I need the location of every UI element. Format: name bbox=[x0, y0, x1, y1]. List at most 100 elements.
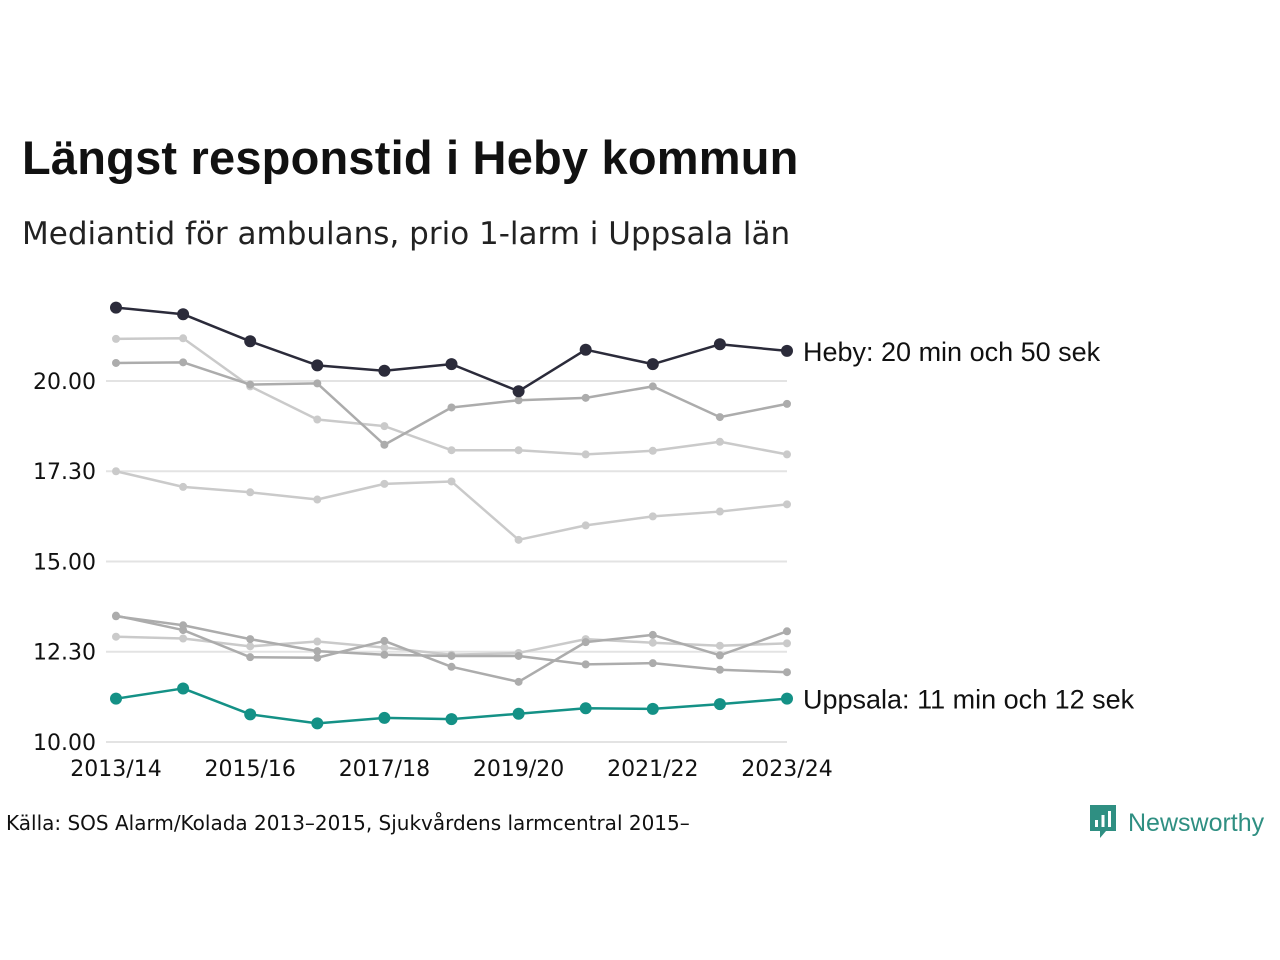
data-point bbox=[380, 643, 389, 652]
data-point bbox=[380, 440, 389, 449]
data-point bbox=[581, 660, 590, 669]
data-point bbox=[177, 308, 190, 321]
data-point bbox=[447, 477, 456, 486]
data-point bbox=[313, 495, 322, 504]
data-point bbox=[514, 535, 523, 544]
data-point bbox=[715, 413, 724, 422]
source-note: Källa: SOS Alarm/Kolada 2013–2015, Sjukv… bbox=[6, 811, 690, 835]
data-point bbox=[713, 338, 726, 351]
data-point bbox=[177, 682, 190, 695]
data-point bbox=[112, 632, 120, 641]
x-tick-label: 2013/14 bbox=[70, 757, 161, 782]
data-point bbox=[311, 359, 324, 372]
data-point bbox=[311, 717, 324, 730]
data-point bbox=[648, 446, 657, 455]
data-point bbox=[110, 301, 122, 314]
data-point bbox=[783, 450, 791, 459]
data-point bbox=[313, 415, 322, 424]
data-point bbox=[246, 635, 255, 644]
brand-name: Newsworthy bbox=[1128, 808, 1265, 837]
data-point bbox=[648, 659, 657, 668]
data-point bbox=[648, 630, 657, 639]
data-point bbox=[579, 702, 592, 715]
data-point bbox=[646, 702, 659, 715]
series-lines bbox=[110, 301, 793, 730]
y-tick-label: 10.00 bbox=[33, 731, 96, 756]
data-point bbox=[380, 479, 389, 488]
data-point bbox=[648, 382, 657, 391]
data-point bbox=[715, 665, 724, 674]
data-point bbox=[246, 488, 255, 497]
data-point bbox=[447, 446, 456, 455]
data-point bbox=[447, 403, 456, 412]
data-point bbox=[112, 358, 120, 367]
data-point bbox=[512, 707, 525, 720]
data-point bbox=[110, 692, 122, 705]
data-point bbox=[313, 647, 322, 656]
grid-lines bbox=[106, 379, 787, 743]
data-point bbox=[445, 358, 458, 371]
data-point bbox=[378, 364, 391, 377]
data-point bbox=[579, 343, 592, 356]
series-kommun bbox=[112, 611, 791, 686]
data-point bbox=[445, 713, 458, 726]
x-tick-label: 2021/22 bbox=[607, 757, 698, 782]
data-point bbox=[179, 634, 188, 643]
data-point bbox=[246, 642, 255, 651]
series-kommun bbox=[112, 358, 791, 449]
series-line bbox=[115, 614, 788, 684]
x-tick-label: 2015/16 bbox=[204, 757, 295, 782]
y-axis-tick-labels: 10.00 12.30 15.00 17.30 20.00 bbox=[33, 370, 96, 756]
data-point bbox=[783, 627, 791, 636]
data-point bbox=[648, 638, 657, 647]
series-uppsala bbox=[110, 682, 793, 730]
data-point bbox=[179, 334, 188, 343]
data-point bbox=[781, 344, 793, 357]
chart-title: Längst responstid i Heby kommun bbox=[22, 131, 799, 184]
data-point bbox=[581, 450, 590, 459]
data-point bbox=[378, 711, 391, 724]
data-point bbox=[112, 612, 120, 621]
data-point bbox=[246, 380, 255, 389]
data-point bbox=[783, 668, 791, 677]
y-tick-label: 20.00 bbox=[33, 370, 96, 395]
data-point bbox=[715, 651, 724, 660]
chart-subtitle: Mediantid för ambulans, prio 1-larm i Up… bbox=[22, 216, 791, 252]
data-point bbox=[380, 650, 389, 659]
data-point bbox=[646, 358, 659, 371]
series-kommun bbox=[112, 467, 791, 544]
data-point bbox=[179, 482, 188, 491]
data-point bbox=[313, 637, 322, 646]
data-point bbox=[514, 651, 523, 660]
data-point bbox=[581, 638, 590, 647]
data-point bbox=[447, 662, 456, 671]
data-point bbox=[179, 621, 188, 630]
data-point bbox=[514, 396, 523, 405]
data-point bbox=[648, 512, 657, 521]
data-point bbox=[715, 641, 724, 650]
data-point bbox=[380, 422, 389, 431]
newsworthy-logo-icon bbox=[1088, 803, 1118, 843]
data-point bbox=[783, 399, 791, 408]
data-point bbox=[581, 393, 590, 402]
data-point bbox=[781, 692, 793, 705]
data-point bbox=[313, 379, 322, 388]
data-point bbox=[447, 651, 456, 660]
data-point bbox=[112, 334, 120, 343]
data-point bbox=[313, 653, 322, 662]
series-line bbox=[115, 337, 788, 456]
series-kommun bbox=[112, 334, 791, 459]
x-tick-label: 2017/18 bbox=[339, 757, 430, 782]
brand-logo[interactable]: Newsworthy bbox=[1088, 803, 1264, 843]
data-point bbox=[783, 500, 791, 509]
data-point bbox=[380, 636, 389, 645]
data-point bbox=[783, 639, 791, 648]
y-tick-label: 12.30 bbox=[33, 641, 96, 666]
x-tick-label: 2023/24 bbox=[741, 757, 832, 782]
data-point bbox=[514, 446, 523, 455]
data-point bbox=[244, 335, 257, 348]
data-point bbox=[514, 677, 523, 686]
y-tick-label: 17.30 bbox=[33, 460, 96, 485]
data-point bbox=[244, 708, 257, 721]
